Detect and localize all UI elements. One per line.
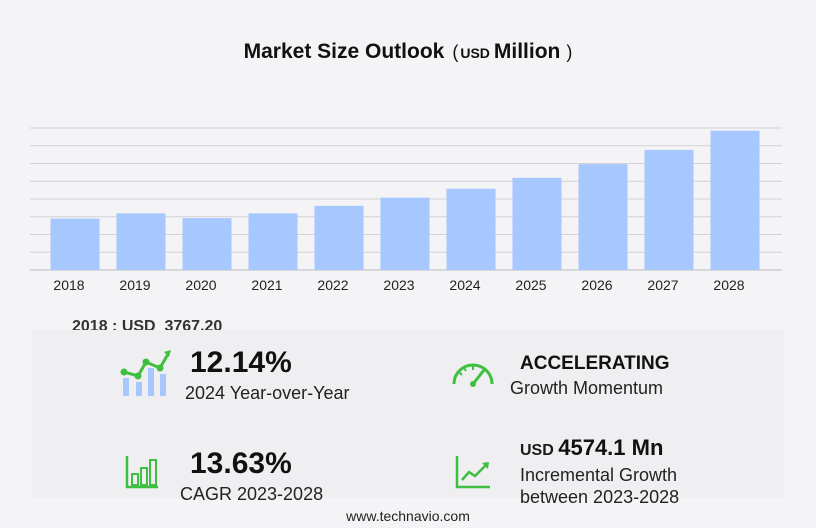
speedometer-icon — [452, 363, 494, 387]
x-tick-label-2018: 2018 — [53, 277, 84, 293]
x-tick-label-2024: 2024 — [449, 277, 480, 293]
bars — [50, 130, 760, 270]
bar-chart-icon — [125, 456, 158, 489]
bar-2022 — [314, 205, 364, 270]
yoy-label-wrap: 2024 Year-over-Year — [185, 383, 349, 404]
incremental-stat: USD 4574.1 Mn — [520, 435, 663, 461]
yoy-label: 2024 Year-over-Year — [185, 383, 350, 403]
bar-2024 — [446, 188, 496, 270]
cagr-label: CAGR 2023-2028 — [180, 484, 324, 504]
x-tick-label-2021: 2021 — [251, 277, 282, 293]
bar-2018 — [50, 218, 100, 270]
bar-2026 — [578, 164, 628, 270]
incremental-label-1-wrap: Incremental Growth — [520, 465, 677, 486]
bar-2021 — [248, 213, 298, 270]
x-tick-label-2028: 2028 — [713, 277, 744, 293]
cagr-value: 13.63% — [190, 447, 292, 480]
x-tick-label-2027: 2027 — [647, 277, 678, 293]
x-tick-label-2025: 2025 — [515, 277, 546, 293]
momentum-label: Growth Momentum — [510, 378, 664, 398]
x-tick-label-2023: 2023 — [383, 277, 414, 293]
cagr-stat: 13.63% — [190, 447, 292, 481]
x-tick-label-2019: 2019 — [119, 277, 150, 293]
bar-chart: 2018 2019 2020 2021 2022 2023 2024 2025 2026 2027… — [30, 127, 782, 293]
title-text: Market Size Outlook — [243, 40, 445, 63]
cagr-label-wrap: CAGR 2023-2028 — [180, 484, 323, 505]
momentum-label-wrap: Growth Momentum — [510, 378, 663, 399]
bar-2025 — [512, 177, 562, 270]
unit-open-paren: ( — [452, 42, 459, 62]
unit-scale: Million — [493, 40, 561, 63]
incremental-label-line2: between 2023-2028 — [520, 487, 680, 507]
trend-line-icon — [455, 456, 490, 489]
rising-bars-icon — [120, 350, 171, 396]
incremental-currency: USD — [520, 442, 554, 459]
bar-2023 — [380, 197, 430, 270]
x-tick-label-2026: 2026 — [581, 277, 612, 293]
unit-currency: USD — [460, 45, 490, 61]
stats-panel — [32, 330, 784, 498]
x-tick-label-2020: 2020 — [185, 277, 216, 293]
x-tick-labels: 2018 2019 2020 2021 2022 2023 2024 2025 2026 2027… — [53, 277, 744, 293]
bar-2020 — [182, 218, 232, 270]
bar-2019 — [116, 213, 166, 270]
incremental-value: 4574.1 Mn — [558, 435, 664, 460]
bar-2027 — [644, 149, 694, 270]
yoy-value: 12.14% — [190, 346, 292, 379]
footer-url: www.technavio.com — [346, 508, 470, 524]
incremental-label-line1: Incremental Growth — [520, 465, 678, 485]
chart-title: Market Size Outlook (USD Million) — [0, 40, 816, 64]
yoy-stat: 12.14% — [190, 346, 292, 380]
incremental-label-2-wrap: between 2023-2028 — [520, 487, 679, 508]
momentum-stat: ACCELERATING — [520, 353, 670, 375]
momentum-value: ACCELERATING — [520, 353, 670, 374]
x-tick-label-2022: 2022 — [317, 277, 348, 293]
unit-close-paren: ) — [566, 42, 573, 62]
bar-2028 — [710, 130, 760, 270]
